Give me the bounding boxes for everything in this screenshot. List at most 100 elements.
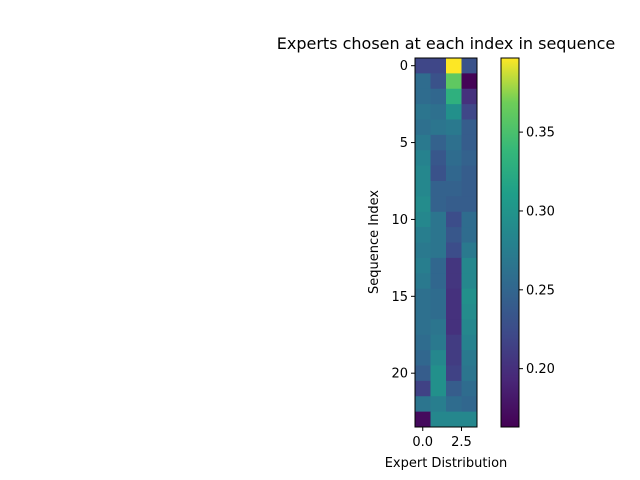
heatmap-cell	[446, 257, 462, 274]
heatmap-cell	[446, 73, 462, 90]
heatmap-cell	[446, 134, 462, 151]
heatmap-cell	[446, 242, 462, 259]
heatmap-cell	[461, 304, 478, 320]
colorbar-tick-label: 0.20	[526, 362, 555, 377]
heatmap-cell	[430, 304, 447, 320]
heatmap-cell	[461, 73, 478, 90]
x-tick-label: 0.0	[412, 435, 433, 450]
heatmap-cell	[430, 257, 447, 274]
heatmap-cell	[446, 58, 462, 74]
x-tick-label: 2.5	[451, 435, 472, 450]
heatmap-cell	[461, 88, 478, 105]
heatmap-cell	[430, 334, 447, 351]
heatmap-cell	[461, 165, 478, 182]
heatmap-cell	[415, 334, 431, 351]
heatmap-cell	[415, 119, 431, 136]
heatmap-cell	[415, 196, 431, 213]
heatmap-cell	[430, 165, 447, 182]
heatmap-cell	[415, 88, 431, 105]
y-tick-label: 20	[391, 367, 408, 382]
heatmap-cell	[461, 150, 478, 167]
heatmap-cell	[415, 350, 431, 366]
heatmap-cell	[415, 288, 431, 305]
heatmap-cell	[461, 196, 478, 213]
plot-frame	[414, 57, 478, 428]
heatmap-cell	[461, 119, 478, 136]
x-axis-label: Expert Distribution	[385, 456, 508, 471]
heatmap-cell	[415, 257, 431, 274]
heatmap-cell	[446, 304, 462, 320]
heatmap-cell	[430, 88, 447, 105]
heatmap-cell	[461, 242, 478, 259]
heatmap-cell	[461, 211, 478, 228]
heatmap-cell	[461, 334, 478, 351]
heatmap-cell	[415, 134, 431, 151]
heatmap-cell	[446, 181, 462, 197]
heatmap-cell	[461, 273, 478, 290]
heatmap-cell	[430, 211, 447, 228]
heatmap-cell	[415, 365, 431, 382]
heatmap-cell	[446, 350, 462, 366]
heatmap-cell	[446, 334, 462, 351]
heatmap-cell	[415, 380, 431, 397]
colorbar-tick-label: 0.35	[526, 126, 555, 141]
heatmap-cell	[430, 319, 447, 336]
heatmap-cell	[461, 58, 478, 74]
heatmap-cell	[446, 396, 462, 413]
colorbar-tick-label: 0.25	[526, 283, 555, 298]
heatmap-cell	[415, 319, 431, 336]
heatmap-cell	[430, 380, 447, 397]
heatmap-cell	[430, 411, 447, 428]
heatmap-cell	[461, 319, 478, 336]
y-tick-label: 15	[391, 290, 408, 305]
heatmap-cell	[430, 104, 447, 120]
heatmap-cell	[461, 365, 478, 382]
heatmap-cell	[415, 104, 431, 120]
heatmap-cell	[461, 104, 478, 120]
heatmap-cell	[430, 134, 447, 151]
colorbar-tick-label: 0.30	[526, 204, 555, 219]
y-axis-ticks: 0 5 10 15 20	[391, 59, 415, 382]
colorbar	[500, 57, 520, 428]
y-axis-label: Sequence Index	[367, 190, 382, 294]
heatmap-cell	[430, 227, 447, 243]
heatmap-cell	[430, 150, 447, 167]
heatmap-cell	[461, 350, 478, 366]
heatmap-cell	[430, 73, 447, 90]
heatmap-cell	[461, 134, 478, 151]
x-axis-ticks: 0.0 2.5	[412, 427, 472, 450]
heatmap-cell	[461, 257, 478, 274]
heatmap-cell	[430, 181, 447, 197]
y-tick-label: 5	[400, 136, 408, 151]
heatmap-cell	[461, 227, 478, 243]
heatmap-cell	[446, 211, 462, 228]
heatmap-cell	[446, 104, 462, 120]
heatmap-cell	[446, 365, 462, 382]
heatmap-cell	[430, 242, 447, 259]
y-tick-label: 10	[391, 213, 408, 228]
heatmap-cells	[415, 58, 478, 428]
heatmap-cell	[415, 396, 431, 413]
heatmap-cell	[415, 411, 431, 428]
heatmap-cell	[430, 196, 447, 213]
heatmap-cell	[415, 73, 431, 90]
heatmap-cell	[415, 242, 431, 259]
heatmap-cell	[430, 119, 447, 136]
y-tick-label: 0	[400, 59, 408, 74]
heatmap-cell	[446, 411, 462, 428]
heatmap-cell	[446, 196, 462, 213]
heatmap-cell	[415, 227, 431, 243]
heatmap-cell	[430, 396, 447, 413]
heatmap-cell	[461, 181, 478, 197]
chart-title: Experts chosen at each index in sequence	[277, 34, 615, 53]
heatmap-cell	[415, 304, 431, 320]
heatmap-cell	[446, 380, 462, 397]
heatmap-cell	[430, 273, 447, 290]
heatmap-cell	[415, 181, 431, 197]
heatmap-cell	[415, 150, 431, 167]
heatmap-cell	[415, 211, 431, 228]
heatmap-cell	[461, 288, 478, 305]
heatmap-cell	[430, 350, 447, 366]
heatmap-cell	[446, 319, 462, 336]
